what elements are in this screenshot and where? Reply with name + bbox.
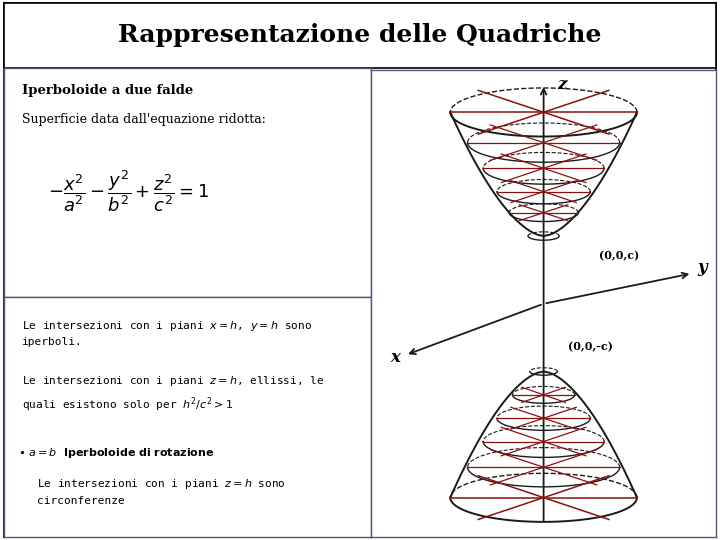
Text: x: x [390, 349, 400, 366]
Text: (0,0,-c): (0,0,-c) [568, 341, 613, 353]
Text: $\bullet$ $a = b$  $\mathbf{Iperboloide\ di\ rotazione}$: $\bullet$ $a = b$ $\mathbf{Iperboloide\ … [18, 446, 215, 460]
Text: Le intersezioni con i piani $z = h$ sono
circonferenze: Le intersezioni con i piani $z = h$ sono… [37, 477, 285, 506]
Text: (0,0,c): (0,0,c) [599, 251, 639, 261]
Text: Rappresentazione delle Quadriche: Rappresentazione delle Quadriche [118, 23, 602, 47]
Text: $-\dfrac{x^2}{a^2} - \dfrac{y^2}{b^2} + \dfrac{z^2}{c^2} = 1$: $-\dfrac{x^2}{a^2} - \dfrac{y^2}{b^2} + … [48, 168, 209, 214]
Text: z: z [557, 76, 567, 93]
Text: Le intersezioni con i piani $x = h$, $y = h$ sono
iperboli.: Le intersezioni con i piani $x = h$, $y … [22, 319, 312, 347]
Text: Iperboloide a due falde: Iperboloide a due falde [22, 84, 193, 97]
Text: y: y [698, 259, 707, 276]
Text: Le intersezioni con i piani $z = h$, ellissi, le
quali esistono solo per $h^2/c^: Le intersezioni con i piani $z = h$, ell… [22, 374, 325, 414]
Text: Superficie data dall'equazione ridotta:: Superficie data dall'equazione ridotta: [22, 113, 266, 126]
